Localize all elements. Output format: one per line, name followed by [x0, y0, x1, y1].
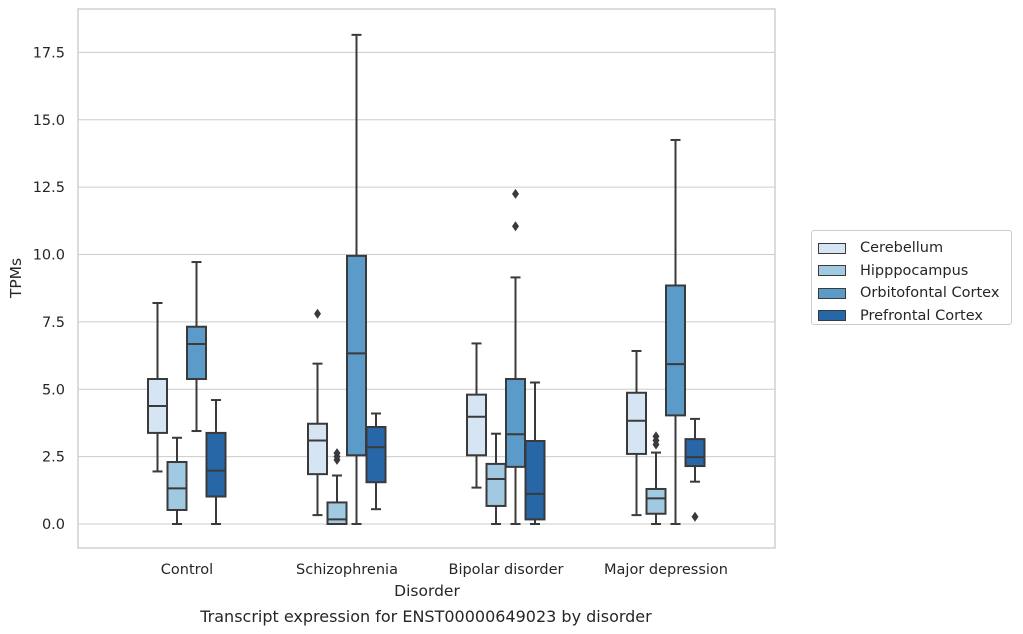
legend-swatch	[818, 265, 846, 277]
box-hipppocampus	[485, 432, 507, 525]
legend-item: Cerebellum	[818, 237, 1011, 260]
iqr-box	[684, 438, 706, 468]
box-hipppocampus	[645, 431, 667, 525]
iqr-box	[485, 462, 507, 507]
x-tick-label: Control	[161, 562, 213, 578]
legend-item: Hipppocampus	[818, 260, 1011, 283]
y-tick-label: 17.5	[33, 45, 65, 61]
iqr-box	[665, 284, 686, 417]
legend-label: Orbitofontal Cortex	[860, 285, 1000, 302]
iqr-box	[645, 487, 667, 515]
iqr-box	[166, 461, 188, 511]
x-tick-label: Bipolar disorder	[449, 562, 564, 578]
box-hipppocampus	[166, 436, 188, 525]
box-hipppocampus	[326, 448, 348, 526]
y-tick-label: 2.5	[42, 450, 65, 466]
box-plot-marks	[147, 33, 706, 526]
legend: Cerebellum Hipppocampus Orbitofontal Corte…	[811, 230, 1012, 325]
legend-swatch	[818, 287, 846, 299]
outlier-point	[652, 431, 660, 442]
legend-label: Cerebellum	[860, 240, 944, 257]
box-cerebellum	[147, 302, 168, 473]
x-tick-label: Major depression	[604, 562, 728, 578]
box-cerebellum	[626, 349, 647, 517]
outlier-point	[512, 188, 519, 199]
legend-swatch	[818, 242, 846, 254]
box-cerebellum	[466, 342, 487, 489]
y-axis-ticks: 0.0 2.5 5.0 7.5 10.0 12.5 15.0 17.5	[33, 45, 65, 533]
y-tick-label: 5.0	[42, 382, 65, 398]
box-orbitofontal-cortex	[186, 261, 207, 433]
legend-item: Prefrontal Cortex	[818, 305, 1011, 328]
legend-label: Prefrontal Cortex	[860, 307, 983, 324]
iqr-box	[205, 431, 227, 498]
y-tick-label: 12.5	[33, 180, 65, 196]
box-prefrontal-cortex	[365, 412, 387, 511]
iqr-box	[524, 439, 546, 521]
legend-swatch	[818, 310, 846, 322]
box-orbitofontal-cortex	[505, 188, 526, 525]
box-prefrontal-cortex	[684, 417, 706, 522]
iqr-box	[307, 422, 328, 476]
x-axis-label: Disorder	[394, 582, 460, 600]
legend-label: Hipppocampus	[860, 262, 969, 279]
outlier-point	[691, 511, 699, 522]
iqr-box	[505, 378, 526, 468]
box-prefrontal-cortex	[524, 381, 546, 525]
iqr-box	[365, 425, 387, 484]
x-tick-label: Schizophrenia	[296, 562, 398, 578]
outlier-point	[512, 221, 519, 232]
box-prefrontal-cortex	[205, 399, 227, 525]
y-axis-label: TPMs	[7, 258, 25, 299]
iqr-box	[326, 501, 348, 526]
plot-area-frame	[77, 8, 776, 549]
box-orbitofontal-cortex	[665, 138, 686, 525]
chart-caption: Transcript expression for ENST0000064902…	[199, 607, 652, 626]
box-orbitofontal-cortex	[346, 33, 367, 525]
iqr-box	[186, 325, 207, 381]
x-axis-ticks: Control Schizophrenia Bipolar disorder Majo…	[161, 562, 728, 578]
y-tick-label: 7.5	[42, 315, 65, 331]
box-cerebellum	[307, 308, 328, 517]
y-tick-label: 15.0	[33, 113, 65, 129]
iqr-box	[626, 391, 647, 455]
y-tick-label: 10.0	[33, 248, 65, 264]
outlier-point	[333, 448, 341, 459]
y-tick-label: 0.0	[42, 517, 65, 533]
iqr-box	[346, 254, 367, 457]
legend-item: Orbitofontal Cortex	[818, 282, 1011, 305]
outlier-point	[314, 308, 321, 319]
iqr-box	[466, 393, 487, 457]
gridlines	[78, 51, 775, 525]
